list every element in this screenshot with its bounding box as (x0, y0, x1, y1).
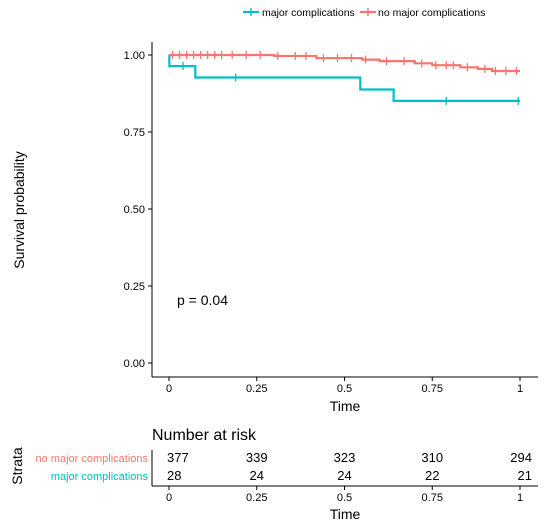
strata-label: Strata (9, 447, 25, 485)
risk-cell: 22 (425, 468, 439, 483)
curve-no-major-complications (169, 53, 520, 73)
risk-x-tick-label: 1 (517, 492, 523, 504)
risk-table-x-ticks: 0 0.25 0.5 0.75 1 (166, 486, 523, 504)
legend-label-major: major complications (262, 7, 355, 19)
risk-x-tick-label: 0 (166, 492, 172, 504)
risk-x-tick-label: 0.25 (246, 492, 267, 504)
risk-cell: 24 (250, 468, 264, 483)
survival-curves (168, 51, 520, 105)
risk-row-label-major: major complications (51, 471, 149, 483)
risk-cell: 21 (518, 468, 532, 483)
risk-row-label-nomajor: no major complications (36, 453, 149, 465)
p-value-annotation: p = 0.04 (177, 292, 228, 308)
x-tick-label: 0.5 (337, 383, 352, 395)
curve-major-complications (168, 53, 520, 102)
y-tick-label: 0.50 (124, 204, 145, 216)
risk-cell: 28 (167, 468, 181, 483)
risk-table-x-title: Time (330, 506, 361, 522)
risk-cell: 24 (337, 468, 351, 483)
risk-table-cells: 377 339 323 310 294 28 24 24 22 21 (167, 450, 532, 483)
risk-cell: 377 (167, 450, 189, 465)
risk-cell: 294 (510, 450, 532, 465)
x-tick-label: 0 (166, 383, 172, 395)
x-tick-label: 0.75 (422, 383, 443, 395)
y-axis-title: Survival probability (11, 151, 27, 269)
y-tick-label: 1.00 (124, 50, 145, 62)
x-ticks: 0 0.25 0.5 0.75 1 (166, 377, 523, 395)
plot-axes (151, 42, 538, 378)
risk-x-tick-label: 0.5 (337, 492, 352, 504)
y-tick-label: 0.25 (124, 281, 145, 293)
risk-cell: 310 (421, 450, 443, 465)
risk-x-tick-label: 0.75 (422, 492, 443, 504)
y-tick-label: 0.75 (124, 127, 145, 139)
x-axis-title: Time (330, 398, 361, 414)
y-ticks: 0.00 0.25 0.50 0.75 1.00 (124, 50, 152, 370)
x-tick-label: 1 (517, 383, 523, 395)
legend-label-nomajor: no major complications (378, 7, 485, 19)
risk-cell: 339 (246, 450, 268, 465)
legend: major complications no major complicatio… (243, 7, 485, 19)
x-tick-label: 0.25 (246, 383, 267, 395)
risk-table-title: Number at risk (152, 427, 257, 444)
y-tick-label: 0.00 (124, 358, 145, 370)
risk-cell: 323 (334, 450, 356, 465)
